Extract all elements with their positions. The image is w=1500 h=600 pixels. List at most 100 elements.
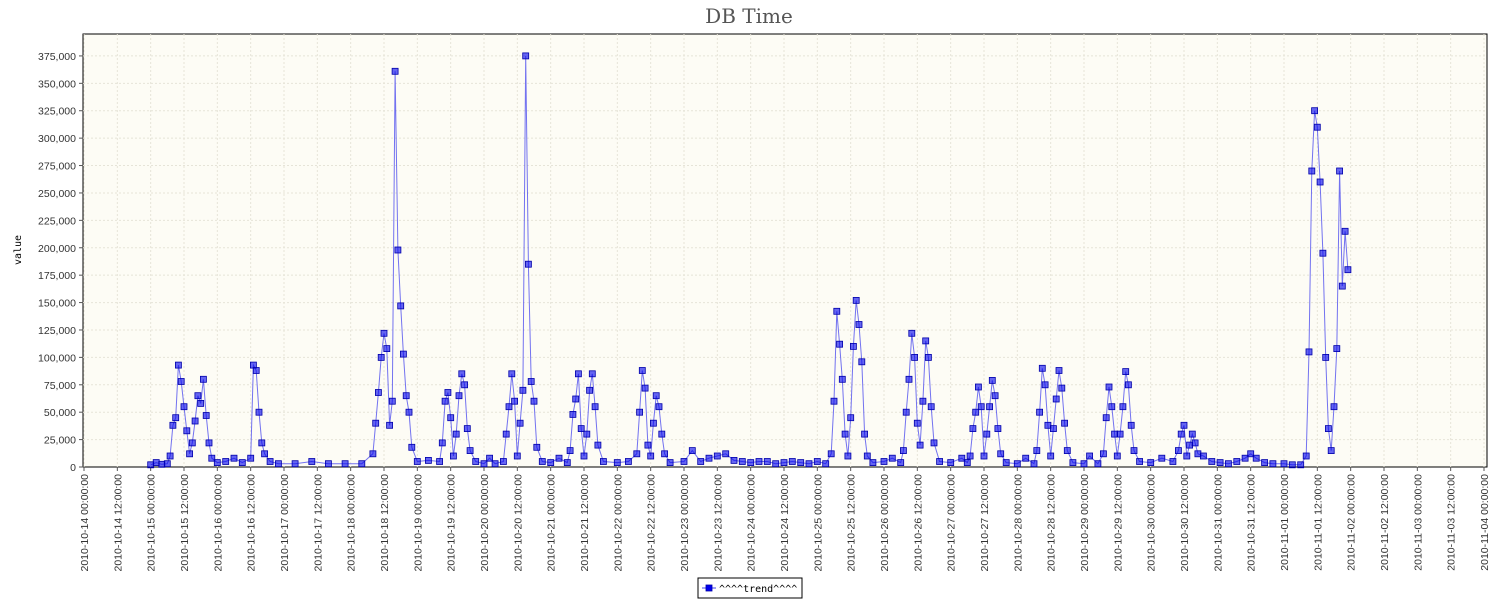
data-point xyxy=(966,452,974,460)
data-point xyxy=(1180,421,1188,429)
data-point xyxy=(372,419,380,427)
data-point xyxy=(680,458,688,465)
data-point xyxy=(1338,282,1346,290)
data-point xyxy=(1113,452,1121,460)
data-point xyxy=(1063,447,1071,455)
data-point xyxy=(199,375,207,383)
data-point xyxy=(613,459,621,467)
data-point xyxy=(1158,454,1166,462)
x-tick-label: 2010-10-29 12:00:00 xyxy=(1112,474,1124,572)
data-point xyxy=(166,452,174,460)
data-point xyxy=(1100,450,1107,458)
data-point xyxy=(530,397,538,405)
y-tick-label: 175,000 xyxy=(38,270,76,282)
data-point xyxy=(444,389,452,396)
data-point xyxy=(208,454,216,462)
data-point xyxy=(1130,447,1138,455)
data-point xyxy=(855,321,863,328)
data-point xyxy=(1194,450,1202,458)
data-point xyxy=(647,452,655,460)
x-tick-label: 2010-10-18 00:00:00 xyxy=(346,474,358,572)
data-point xyxy=(324,460,332,468)
x-tick-label: 2010-10-26 12:00:00 xyxy=(912,474,924,572)
x-tick-label: 2010-10-28 12:00:00 xyxy=(1046,474,1058,572)
legend: ^^^^trend^^^^ xyxy=(697,577,803,599)
grid-lines xyxy=(83,34,1487,467)
data-point xyxy=(247,454,255,462)
data-point xyxy=(1305,348,1313,356)
data-point xyxy=(936,458,943,465)
data-point xyxy=(797,459,805,467)
data-point xyxy=(747,459,755,467)
data-point xyxy=(863,452,871,460)
data-point xyxy=(186,450,194,458)
data-point xyxy=(261,450,269,458)
data-point xyxy=(1127,421,1135,429)
data-point xyxy=(394,246,402,254)
data-point xyxy=(652,392,660,400)
data-point xyxy=(1216,459,1224,467)
data-point xyxy=(508,370,516,378)
data-point xyxy=(850,342,857,350)
data-point xyxy=(688,447,696,455)
data-point xyxy=(1302,452,1310,460)
data-point xyxy=(575,370,582,378)
data-point xyxy=(405,408,413,416)
data-point xyxy=(1313,123,1321,131)
x-tick-label: 2010-10-26 00:00:00 xyxy=(879,474,891,572)
data-point xyxy=(369,450,377,458)
data-point xyxy=(636,408,643,416)
data-point xyxy=(755,458,763,465)
y-tick-label: 125,000 xyxy=(38,325,76,337)
data-point xyxy=(1233,458,1241,465)
data-point xyxy=(1247,450,1255,458)
data-point xyxy=(900,447,907,455)
y-tick-label: 250,000 xyxy=(38,188,76,200)
x-tick-label: 2010-10-14 00:00:00 xyxy=(79,474,91,572)
data-point xyxy=(827,450,835,458)
data-point xyxy=(644,441,652,449)
data-point xyxy=(713,452,721,460)
x-tick-label: 2010-10-25 00:00:00 xyxy=(812,474,824,572)
x-tick-label: 2010-10-21 12:00:00 xyxy=(579,474,591,572)
data-point xyxy=(997,450,1005,458)
data-point xyxy=(1183,452,1191,460)
data-point xyxy=(169,421,177,429)
x-tick-label: 2010-10-15 00:00:00 xyxy=(146,474,158,572)
data-point xyxy=(977,403,985,411)
data-point xyxy=(1241,454,1249,462)
data-point xyxy=(1252,454,1260,462)
data-point xyxy=(408,443,416,451)
data-point xyxy=(927,403,935,411)
data-point xyxy=(463,425,471,433)
data-point xyxy=(633,450,641,458)
legend-marker xyxy=(705,584,713,592)
data-point xyxy=(1052,395,1060,403)
data-point xyxy=(1050,425,1057,433)
data-point xyxy=(963,459,971,467)
data-point xyxy=(919,397,927,405)
series-trend xyxy=(147,52,1352,469)
x-tick-label: 2010-10-16 00:00:00 xyxy=(212,474,224,572)
data-point xyxy=(1047,452,1055,460)
data-point xyxy=(583,430,591,438)
x-tick-label: 2010-10-20 00:00:00 xyxy=(479,474,491,572)
data-point xyxy=(397,302,405,310)
x-tick-label: 2010-10-30 00:00:00 xyxy=(1146,474,1158,572)
y-tick-label: 350,000 xyxy=(38,78,76,90)
x-tick-label: 2010-10-22 00:00:00 xyxy=(612,474,624,572)
data-point xyxy=(461,381,469,389)
data-point xyxy=(258,439,266,447)
data-point xyxy=(838,375,846,383)
data-point xyxy=(480,460,488,468)
data-point xyxy=(1344,266,1352,274)
x-tick-label: 2010-10-30 12:00:00 xyxy=(1179,474,1191,572)
data-point xyxy=(1086,452,1093,460)
data-point xyxy=(197,399,205,407)
data-point xyxy=(563,459,571,467)
data-point xyxy=(213,459,221,467)
data-point xyxy=(172,414,180,422)
data-point xyxy=(625,458,632,465)
data-point xyxy=(658,430,666,438)
